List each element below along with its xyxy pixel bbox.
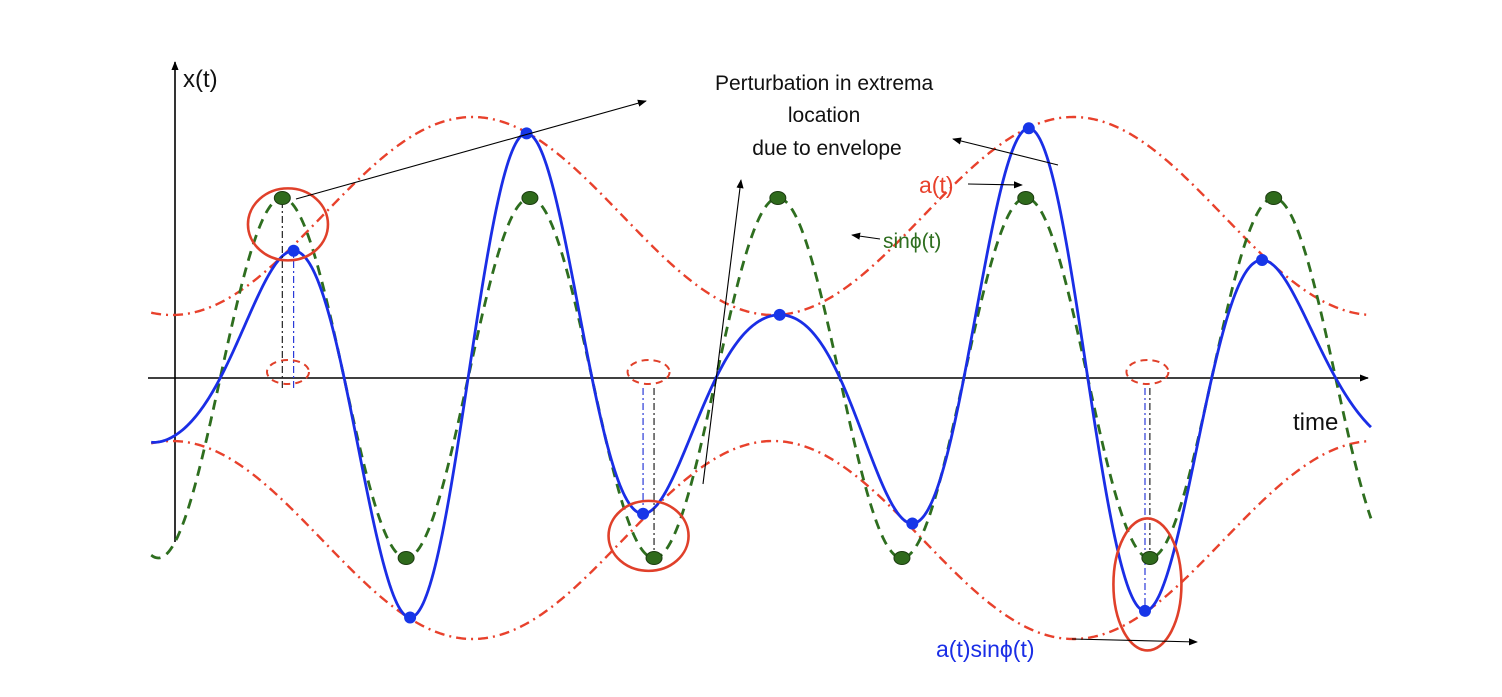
phase-sine-curve (150, 196, 1373, 560)
product-label-arrow (1071, 638, 1198, 646)
signal-extremum-marker (1138, 604, 1151, 617)
phase-extremum-marker (397, 551, 415, 565)
phase-extremum-marker (1141, 550, 1159, 565)
annotation-arrow-left (295, 99, 647, 200)
signal-extremum-marker (906, 517, 919, 530)
phase-extrema-markers (273, 191, 1283, 565)
envelope-label: a(t) (919, 172, 954, 198)
signal-extremum-marker (520, 127, 533, 140)
annotation-arrow-right (952, 137, 1059, 166)
phase-extremum-marker (1017, 191, 1035, 206)
axis-offset-ellipse (1125, 359, 1170, 385)
phase-extremum-marker (521, 191, 539, 206)
annotation-line-2: location (788, 104, 860, 127)
phase-extremum-marker (273, 191, 291, 206)
signal-extremum-marker (637, 507, 650, 520)
phase-label: sinϕ(t) (883, 230, 941, 253)
y-axis-label: x(t) (183, 66, 218, 93)
signal-extremum-marker (1256, 253, 1269, 266)
highlight-circle (1112, 517, 1183, 652)
signal-extrema-markers (287, 122, 1269, 624)
phase-extremum-marker (1265, 191, 1283, 206)
envelope-lower-curve (150, 439, 1371, 641)
axis-offset-ellipse (265, 359, 310, 385)
highlight-circles (246, 187, 1183, 652)
phase-label-arrow (851, 232, 881, 240)
annotation-line-3: due to envelope (752, 137, 901, 160)
axis-offset-markers (265, 359, 1170, 385)
phase-extremum-marker (769, 191, 787, 206)
highlight-circle (607, 499, 690, 573)
annotation-arrow-bottom (702, 179, 744, 485)
phase-extremum-marker (893, 550, 911, 565)
signal-extremum-marker (1022, 122, 1035, 135)
envelope-label-arrow (967, 181, 1023, 189)
axis-offset-ellipse (626, 359, 671, 385)
envelope-upper-curve (150, 115, 1371, 317)
highlight-circle (246, 187, 330, 262)
signal-extremum-marker (404, 611, 417, 624)
product-label: a(t)sinϕ(t) (936, 636, 1035, 662)
signal-extremum-marker (287, 244, 300, 257)
signal-extremum-marker (773, 308, 786, 321)
annotation-line-1: Perturbation in extrema (715, 72, 934, 95)
x-axis-label: time (1293, 409, 1338, 436)
annotation-text: Perturbation in extrema location due to … (715, 72, 939, 160)
modulated-signal-curve (151, 126, 1372, 619)
extrema-guide-lines (281, 198, 1151, 611)
phase-extremum-marker (645, 550, 663, 565)
